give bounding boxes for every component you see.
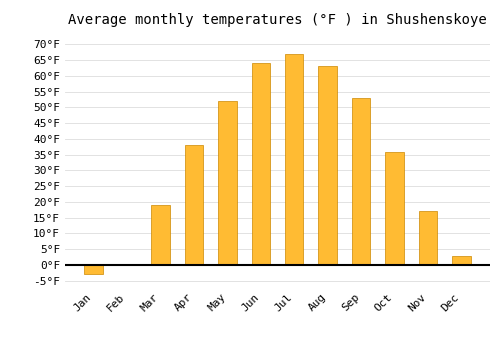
Bar [352,98,370,265]
Title: Average monthly temperatures (°F ) in Shushenskoye: Average monthly temperatures (°F ) in Sh… [68,13,487,27]
Bar [184,145,203,265]
Bar [151,205,170,265]
Bar [419,211,437,265]
Bar [452,256,470,265]
Bar [218,101,236,265]
Bar [84,265,102,274]
Bar [386,152,404,265]
Bar [285,54,304,265]
Bar [318,66,337,265]
Bar [252,63,270,265]
